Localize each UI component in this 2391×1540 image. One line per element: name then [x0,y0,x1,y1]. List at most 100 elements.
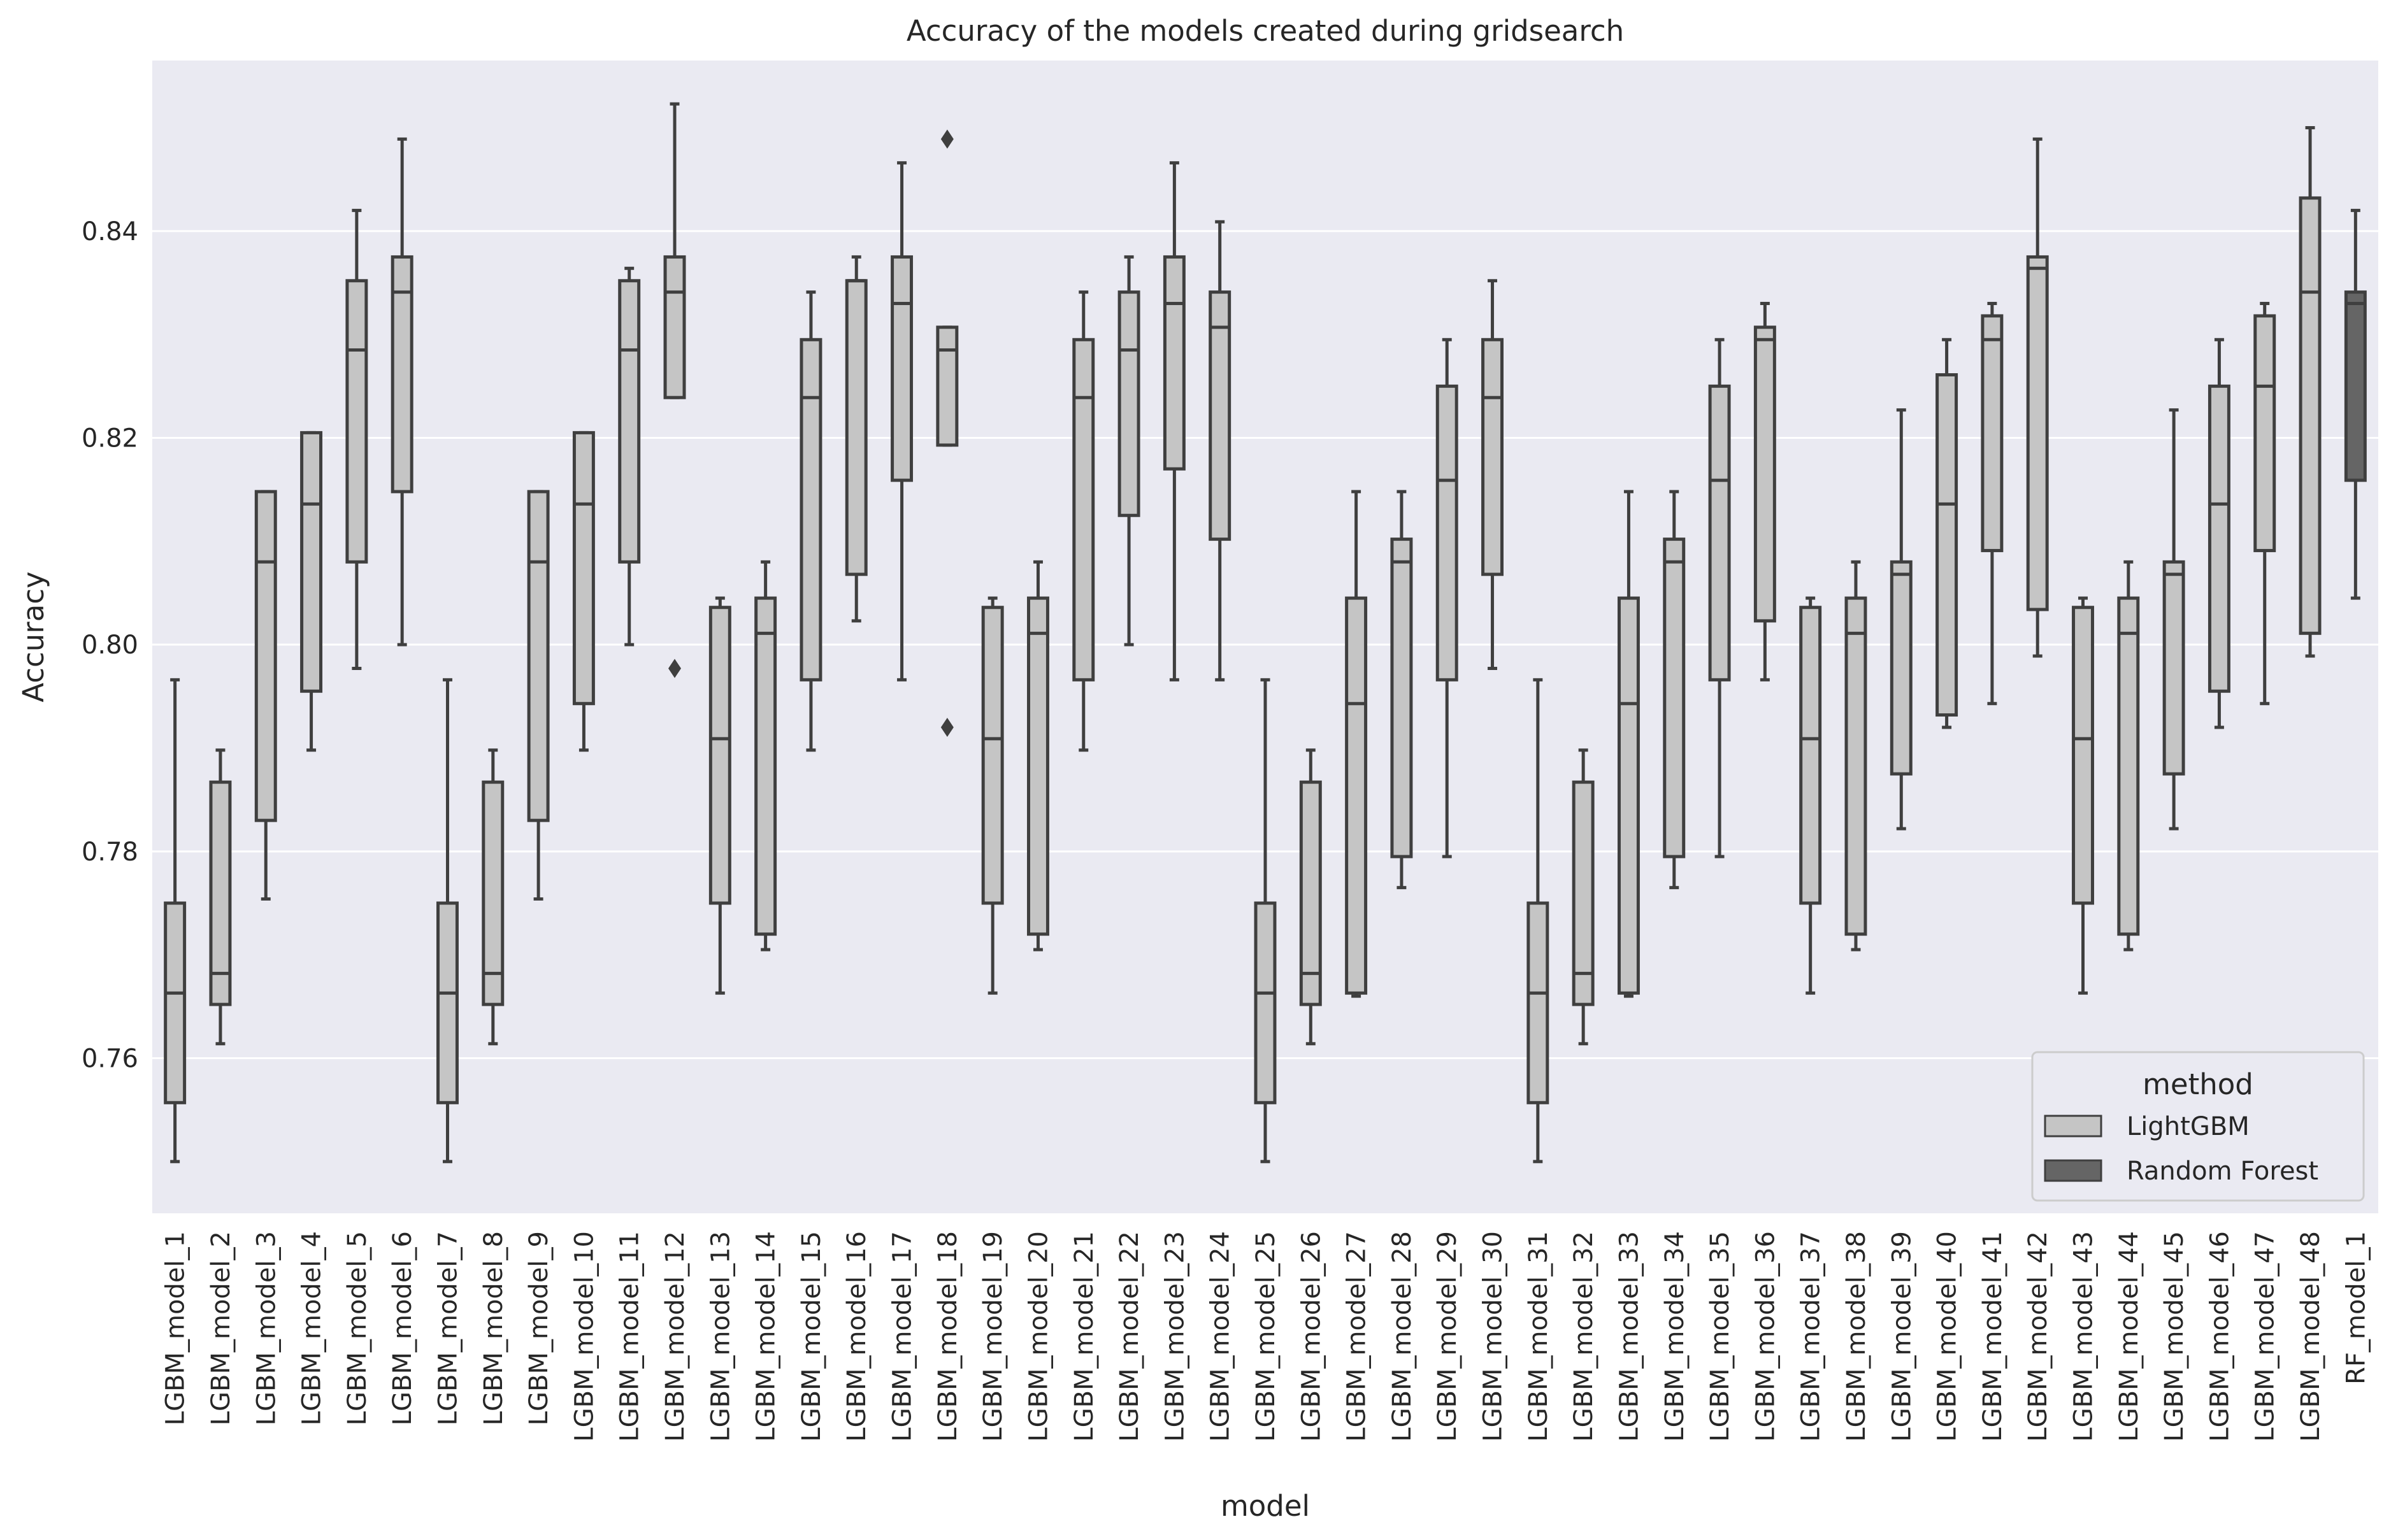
box-iqr [1254,901,1277,1104]
x-tick-label: LGBM_model_1 [161,1231,190,1425]
box-iqr [482,780,505,1006]
box-iqr [663,255,686,399]
x-tick-label: LGBM_model_19 [979,1231,1008,1442]
box-iqr [254,490,277,822]
box-group [391,137,413,646]
x-tick-label: LGBM_model_45 [2160,1231,2189,1442]
outlier-point [940,129,954,149]
box-iqr [1435,384,1458,681]
x-tick-label: LGBM_model_14 [752,1231,781,1442]
box-group [1526,678,1549,1164]
x-tick-label: LGBM_model_37 [1797,1231,1826,1442]
box-iqr [2208,384,2230,693]
y-axis-title: Accuracy [17,571,50,702]
box-iqr [2253,314,2276,552]
x-tick-label: LGBM_model_18 [933,1231,963,1442]
outlier-point [940,718,954,738]
box-group [2072,596,2094,995]
box-group [1163,161,1186,681]
x-tick-label: LGBM_model_12 [661,1231,690,1442]
box-group [1026,560,1049,952]
x-tick-label: LGBM_model_47 [2251,1231,2280,1442]
box-group [891,161,914,681]
x-tick-label: LGBM_model_24 [1206,1231,1235,1442]
box-iqr [436,901,459,1104]
box-group [1890,408,1913,831]
x-tick-label: LGBM_model_29 [1433,1231,1462,1442]
x-tick-label: LGBM_model_31 [1524,1231,1553,1442]
box-iqr [1663,538,1686,859]
x-tick-label: LGBM_model_16 [842,1231,872,1442]
legend-label-lightgbm: LightGBM [2127,1112,2250,1141]
x-tick-label: LGBM_model_25 [1251,1231,1281,1442]
box-group [1390,490,1413,890]
x-tick-label: LGBM_model_13 [706,1231,735,1442]
box-group [618,266,641,646]
box-iqr [800,338,822,681]
box-group [1935,338,1958,729]
box-group [1481,279,1504,671]
box-group [1254,678,1277,1164]
box-iqr [345,279,368,564]
box-iqr [1708,384,1731,681]
box-iqr [1799,606,1822,905]
x-tick-label: LGBM_model_15 [797,1231,826,1442]
box-iqr [164,901,187,1104]
x-tick-label: LGBM_model_30 [1479,1231,1508,1442]
x-tick-label: LGBM_model_11 [615,1231,645,1442]
x-tick-labels: LGBM_model_1 LGBM_model_2 LGBM_model_3 LGBM… [161,1231,2371,1442]
box-group [2253,301,2276,706]
chart-title: Accuracy of the models created during gr… [907,14,1624,48]
box-group [708,596,731,995]
x-tick-label: LGBM_model_48 [2296,1231,2325,1442]
box-group [754,560,777,952]
x-tick-label: LGBM_model_5 [343,1231,372,1425]
box-group [1663,490,1686,890]
box-iqr [300,431,323,693]
box-iqr [2072,606,2094,905]
box-iqr [209,780,232,1006]
legend-title: method [2143,1067,2253,1101]
box-iqr [1072,338,1095,681]
box-group [1117,255,1140,646]
box-iqr [981,606,1004,905]
box-iqr [708,606,731,905]
x-tick-label: LGBM_model_23 [1160,1231,1189,1442]
box-group [2026,137,2049,658]
box-group [800,290,822,752]
y-tick-label: 0.78 [82,838,138,867]
box-iqr [1617,596,1640,995]
box-group [2344,208,2367,600]
x-tick-label: LGBM_model_17 [888,1231,917,1442]
box-iqr [1935,373,1958,717]
x-tick-label: LGBM_model_21 [1070,1231,1099,1442]
box-iqr [1572,780,1595,1006]
box-iqr [1163,255,1186,471]
x-tick-label: LGBM_model_4 [298,1231,327,1425]
x-tick-label: LGBM_model_46 [2205,1231,2234,1442]
x-tick-label: LGBM_model_33 [1614,1231,1644,1442]
box-iqr [391,255,413,494]
y-tick-label: 0.80 [82,631,138,660]
box-group [2299,126,2322,658]
x-tick-label: LGBM_model_2 [206,1231,236,1425]
legend-swatch-lightgbm [2044,1115,2102,1137]
x-tick-label: LGBM_model_38 [1842,1231,1871,1442]
box-group [981,596,1004,995]
box-group [1572,748,1595,1046]
box-iqr [936,325,959,447]
x-tick-label: LGBM_model_35 [1705,1231,1735,1442]
box-group [527,490,550,901]
y-tick-labels: 0.76 0.78 0.80 0.82 0.84 [82,217,138,1074]
y-tick-label: 0.76 [82,1044,138,1074]
box-group [2117,560,2140,952]
box-iqr [1117,290,1140,517]
x-tick-label: LGBM_model_22 [1115,1231,1144,1442]
x-tick-label: LGBM_model_41 [1978,1231,2007,1442]
box-iqr [1844,596,1867,936]
box-group [345,208,368,671]
legend: method LightGBM Random Forest [2031,1051,2365,1202]
legend-label-random-forest: Random Forest [2127,1157,2318,1186]
box-group [209,748,232,1046]
